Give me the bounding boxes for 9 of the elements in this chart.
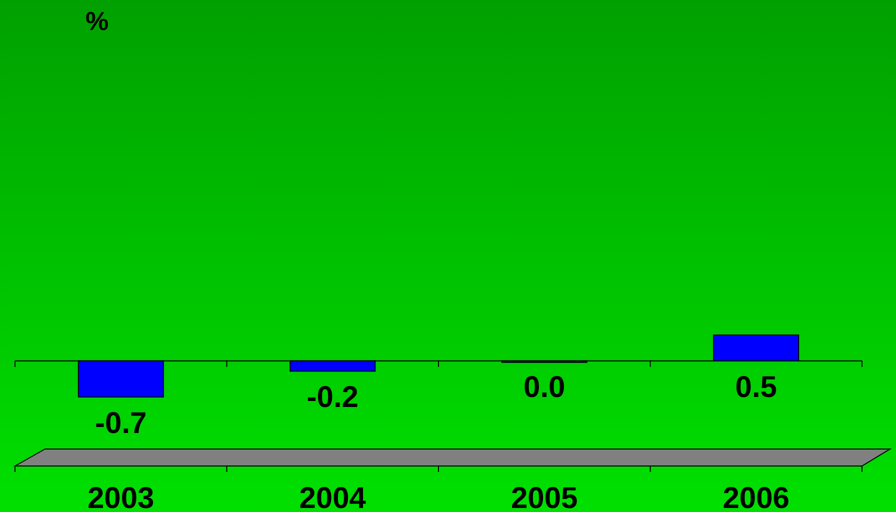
data-label: -0.2: [306, 381, 358, 414]
x-tick-label: 2006: [722, 482, 790, 512]
data-label: 0.5: [735, 370, 777, 404]
text: %: [85, 6, 109, 36]
x-tick-label: 2005: [511, 482, 578, 512]
x-tick-label: 2003: [88, 482, 154, 512]
data-label: 0.0: [524, 370, 566, 404]
x-tick-label: 2004: [299, 482, 366, 512]
data-label: -0.7: [95, 407, 147, 440]
